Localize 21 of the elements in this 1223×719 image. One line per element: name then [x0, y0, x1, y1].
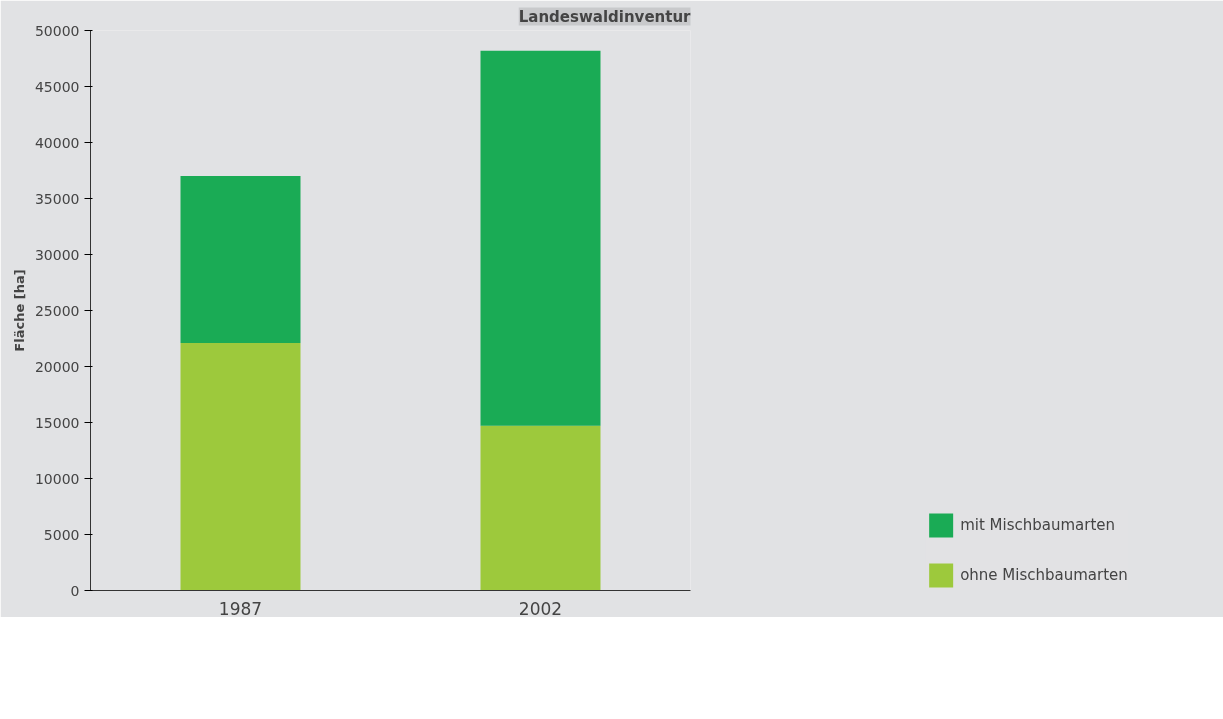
y-tick-label: 5000	[43, 526, 80, 543]
bar	[180, 176, 301, 343]
y-tick-label: 35000	[34, 190, 80, 207]
y-tick-label: 40000	[34, 134, 80, 151]
bar	[480, 425, 601, 591]
y-tick-label: 0	[70, 582, 80, 599]
x-tick-label: 2002	[518, 598, 563, 619]
y-tick-label: 15000	[34, 414, 80, 431]
legend-label: ohne Mischbaumarten	[960, 566, 1128, 584]
x-tick-label: 1987	[218, 598, 263, 619]
y-axis-title: Fläche [ha]	[11, 269, 27, 352]
y-tick-label: 25000	[34, 302, 80, 319]
y-tick-label: 20000	[34, 358, 80, 375]
legend-label: mit Mischbaumarten	[960, 516, 1116, 534]
bar	[180, 342, 301, 591]
y-tick-label: 30000	[34, 246, 80, 263]
y-tick-label: 45000	[34, 78, 80, 95]
chart-title: Landeswaldinventur	[518, 7, 692, 26]
bar	[480, 50, 601, 426]
y-tick-label: 10000	[34, 470, 80, 487]
y-tick-label: 50000	[34, 22, 80, 39]
